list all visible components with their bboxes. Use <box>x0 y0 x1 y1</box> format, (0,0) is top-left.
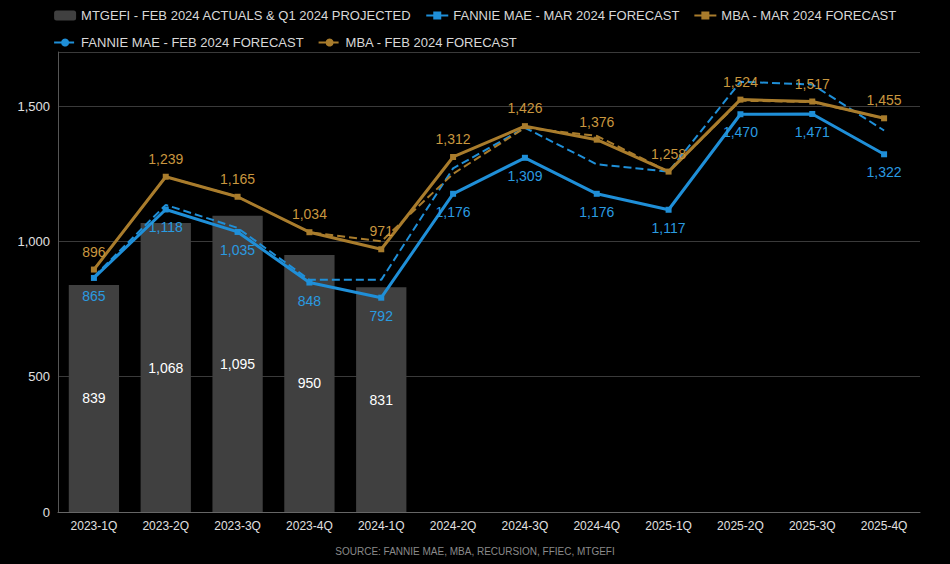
svg-text:1,034: 1,034 <box>292 206 327 222</box>
svg-text:1,309: 1,309 <box>507 168 542 184</box>
svg-text:839: 839 <box>82 390 106 406</box>
svg-text:MBA - MAR 2024 FORECAST: MBA - MAR 2024 FORECAST <box>721 8 896 23</box>
svg-text:1,517: 1,517 <box>795 76 830 92</box>
svg-text:1,117: 1,117 <box>652 220 686 236</box>
svg-text:950: 950 <box>298 375 322 391</box>
svg-text:1,176: 1,176 <box>436 204 471 220</box>
svg-text:FANNIE MAE - MAR 2024 FORECAST: FANNIE MAE - MAR 2024 FORECAST <box>453 8 679 23</box>
svg-text:MBA - FEB 2024 FORECAST: MBA - FEB 2024 FORECAST <box>346 35 517 50</box>
svg-text:FANNIE MAE - FEB 2024 FORECAST: FANNIE MAE - FEB 2024 FORECAST <box>81 35 304 50</box>
svg-text:1,000: 1,000 <box>17 234 50 249</box>
svg-text:896: 896 <box>82 244 106 260</box>
svg-text:848: 848 <box>298 293 322 309</box>
svg-text:2025-1Q: 2025-1Q <box>645 519 692 533</box>
svg-text:1,500: 1,500 <box>17 99 50 114</box>
svg-text:1,165: 1,165 <box>220 171 255 187</box>
svg-text:1,426: 1,426 <box>507 100 542 116</box>
svg-text:2024-2Q: 2024-2Q <box>430 519 477 533</box>
svg-text:1,176: 1,176 <box>579 204 614 220</box>
svg-text:2023-2Q: 2023-2Q <box>142 519 189 533</box>
svg-text:MTGEFI - FEB 2024 ACTUALS & Q1: MTGEFI - FEB 2024 ACTUALS & Q1 2024 PROJ… <box>81 8 410 23</box>
svg-text:2024-1Q: 2024-1Q <box>358 519 405 533</box>
svg-text:1,455: 1,455 <box>867 92 902 108</box>
svg-text:2023-4Q: 2023-4Q <box>286 519 333 533</box>
svg-text:1,118: 1,118 <box>149 219 183 235</box>
svg-text:1,524: 1,524 <box>723 74 758 90</box>
svg-text:1,470: 1,470 <box>723 124 758 140</box>
svg-text:0: 0 <box>43 505 50 520</box>
svg-text:2024-3Q: 2024-3Q <box>502 519 549 533</box>
svg-text:1,322: 1,322 <box>867 164 902 180</box>
svg-text:1,239: 1,239 <box>148 151 183 167</box>
svg-text:2023-3Q: 2023-3Q <box>214 519 261 533</box>
svg-text:SOURCE: FANNIE MAE, MBA, RECUR: SOURCE: FANNIE MAE, MBA, RECURSION, FFIE… <box>335 546 614 557</box>
svg-text:1,376: 1,376 <box>579 114 614 130</box>
svg-text:1,068: 1,068 <box>148 360 183 376</box>
svg-text:500: 500 <box>28 369 50 384</box>
svg-text:2025-3Q: 2025-3Q <box>789 519 836 533</box>
svg-text:865: 865 <box>82 288 106 304</box>
svg-text:1,471: 1,471 <box>795 124 830 140</box>
svg-text:831: 831 <box>370 392 394 408</box>
svg-text:2023-1Q: 2023-1Q <box>71 519 118 533</box>
svg-text:2025-2Q: 2025-2Q <box>717 519 764 533</box>
svg-text:1,312: 1,312 <box>436 131 471 147</box>
svg-text:2024-4Q: 2024-4Q <box>573 519 620 533</box>
svg-text:1,258: 1,258 <box>651 146 686 162</box>
svg-text:1,035: 1,035 <box>220 242 255 258</box>
svg-text:792: 792 <box>370 308 394 324</box>
svg-text:2025-4Q: 2025-4Q <box>861 519 908 533</box>
svg-text:971: 971 <box>370 223 394 239</box>
svg-text:1,095: 1,095 <box>220 356 255 372</box>
